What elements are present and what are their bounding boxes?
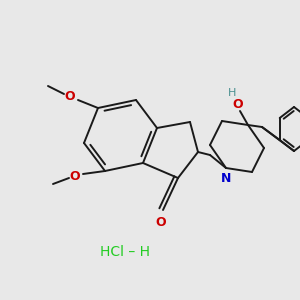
Text: O: O <box>156 217 166 230</box>
Text: O: O <box>233 98 243 112</box>
Text: O: O <box>70 169 80 182</box>
Text: H: H <box>228 88 236 98</box>
Text: O: O <box>65 89 75 103</box>
Text: HCl – H: HCl – H <box>100 245 150 259</box>
Text: N: N <box>221 172 231 184</box>
